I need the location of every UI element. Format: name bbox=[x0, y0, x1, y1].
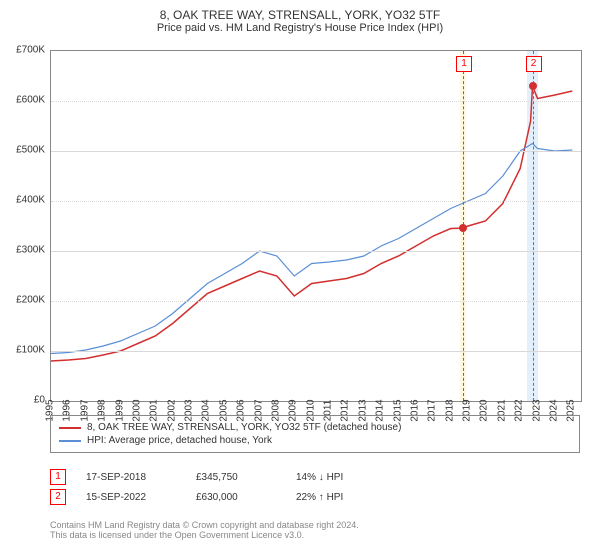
gridline bbox=[51, 201, 581, 202]
gridline bbox=[51, 251, 581, 252]
y-axis-label: £500K bbox=[16, 145, 45, 156]
event-marker: 1 bbox=[456, 56, 472, 72]
legend-item-price-paid: 8, OAK TREE WAY, STRENSALL, YORK, YO32 5… bbox=[59, 422, 571, 433]
line-svg bbox=[51, 51, 581, 401]
chart-subtitle: Price paid vs. HM Land Registry's House … bbox=[0, 22, 600, 38]
transaction-marker: 1 bbox=[50, 469, 66, 485]
series-price_paid bbox=[51, 86, 572, 361]
footer-line: This data is licensed under the Open Gov… bbox=[50, 530, 359, 540]
event-line bbox=[533, 51, 534, 401]
legend-label: 8, OAK TREE WAY, STRENSALL, YORK, YO32 5… bbox=[87, 422, 401, 433]
transaction-marker: 2 bbox=[50, 489, 66, 505]
footer-line: Contains HM Land Registry data © Crown c… bbox=[50, 520, 359, 530]
gridline bbox=[51, 351, 581, 352]
transaction-date: 17-SEP-2018 bbox=[86, 472, 176, 483]
transaction-table: 1 17-SEP-2018 £345,750 14% ↓ HPI 2 15-SE… bbox=[50, 465, 580, 509]
legend-swatch bbox=[59, 427, 81, 429]
event-marker: 2 bbox=[526, 56, 542, 72]
chart-area: 12 £0£100K£200K£300K£400K£500K£600K£700K… bbox=[50, 50, 580, 400]
y-axis-label: £200K bbox=[16, 295, 45, 306]
legend-label: HPI: Average price, detached house, York bbox=[87, 435, 272, 446]
y-axis-label: £300K bbox=[16, 245, 45, 256]
legend: 8, OAK TREE WAY, STRENSALL, YORK, YO32 5… bbox=[50, 415, 580, 453]
gridline bbox=[51, 301, 581, 302]
transaction-row: 1 17-SEP-2018 £345,750 14% ↓ HPI bbox=[50, 469, 580, 485]
gridline bbox=[51, 151, 581, 152]
data-point bbox=[459, 224, 467, 232]
transaction-price: £345,750 bbox=[196, 472, 276, 483]
series-hpi bbox=[51, 144, 572, 354]
footer: Contains HM Land Registry data © Crown c… bbox=[50, 520, 359, 540]
plot-region: 12 bbox=[50, 50, 582, 402]
transaction-delta: 22% ↑ HPI bbox=[296, 492, 343, 503]
y-axis-label: £600K bbox=[16, 95, 45, 106]
gridline bbox=[51, 101, 581, 102]
transaction-date: 15-SEP-2022 bbox=[86, 492, 176, 503]
y-axis-label: £100K bbox=[16, 345, 45, 356]
chart-title: 8, OAK TREE WAY, STRENSALL, YORK, YO32 5… bbox=[0, 0, 600, 22]
legend-swatch bbox=[59, 440, 81, 442]
transaction-price: £630,000 bbox=[196, 492, 276, 503]
transaction-delta: 14% ↓ HPI bbox=[296, 472, 343, 483]
y-axis-label: £700K bbox=[16, 45, 45, 56]
legend-item-hpi: HPI: Average price, detached house, York bbox=[59, 435, 571, 446]
data-point bbox=[529, 82, 537, 90]
y-axis-label: £0 bbox=[34, 395, 45, 406]
y-axis-label: £400K bbox=[16, 195, 45, 206]
transaction-row: 2 15-SEP-2022 £630,000 22% ↑ HPI bbox=[50, 489, 580, 505]
